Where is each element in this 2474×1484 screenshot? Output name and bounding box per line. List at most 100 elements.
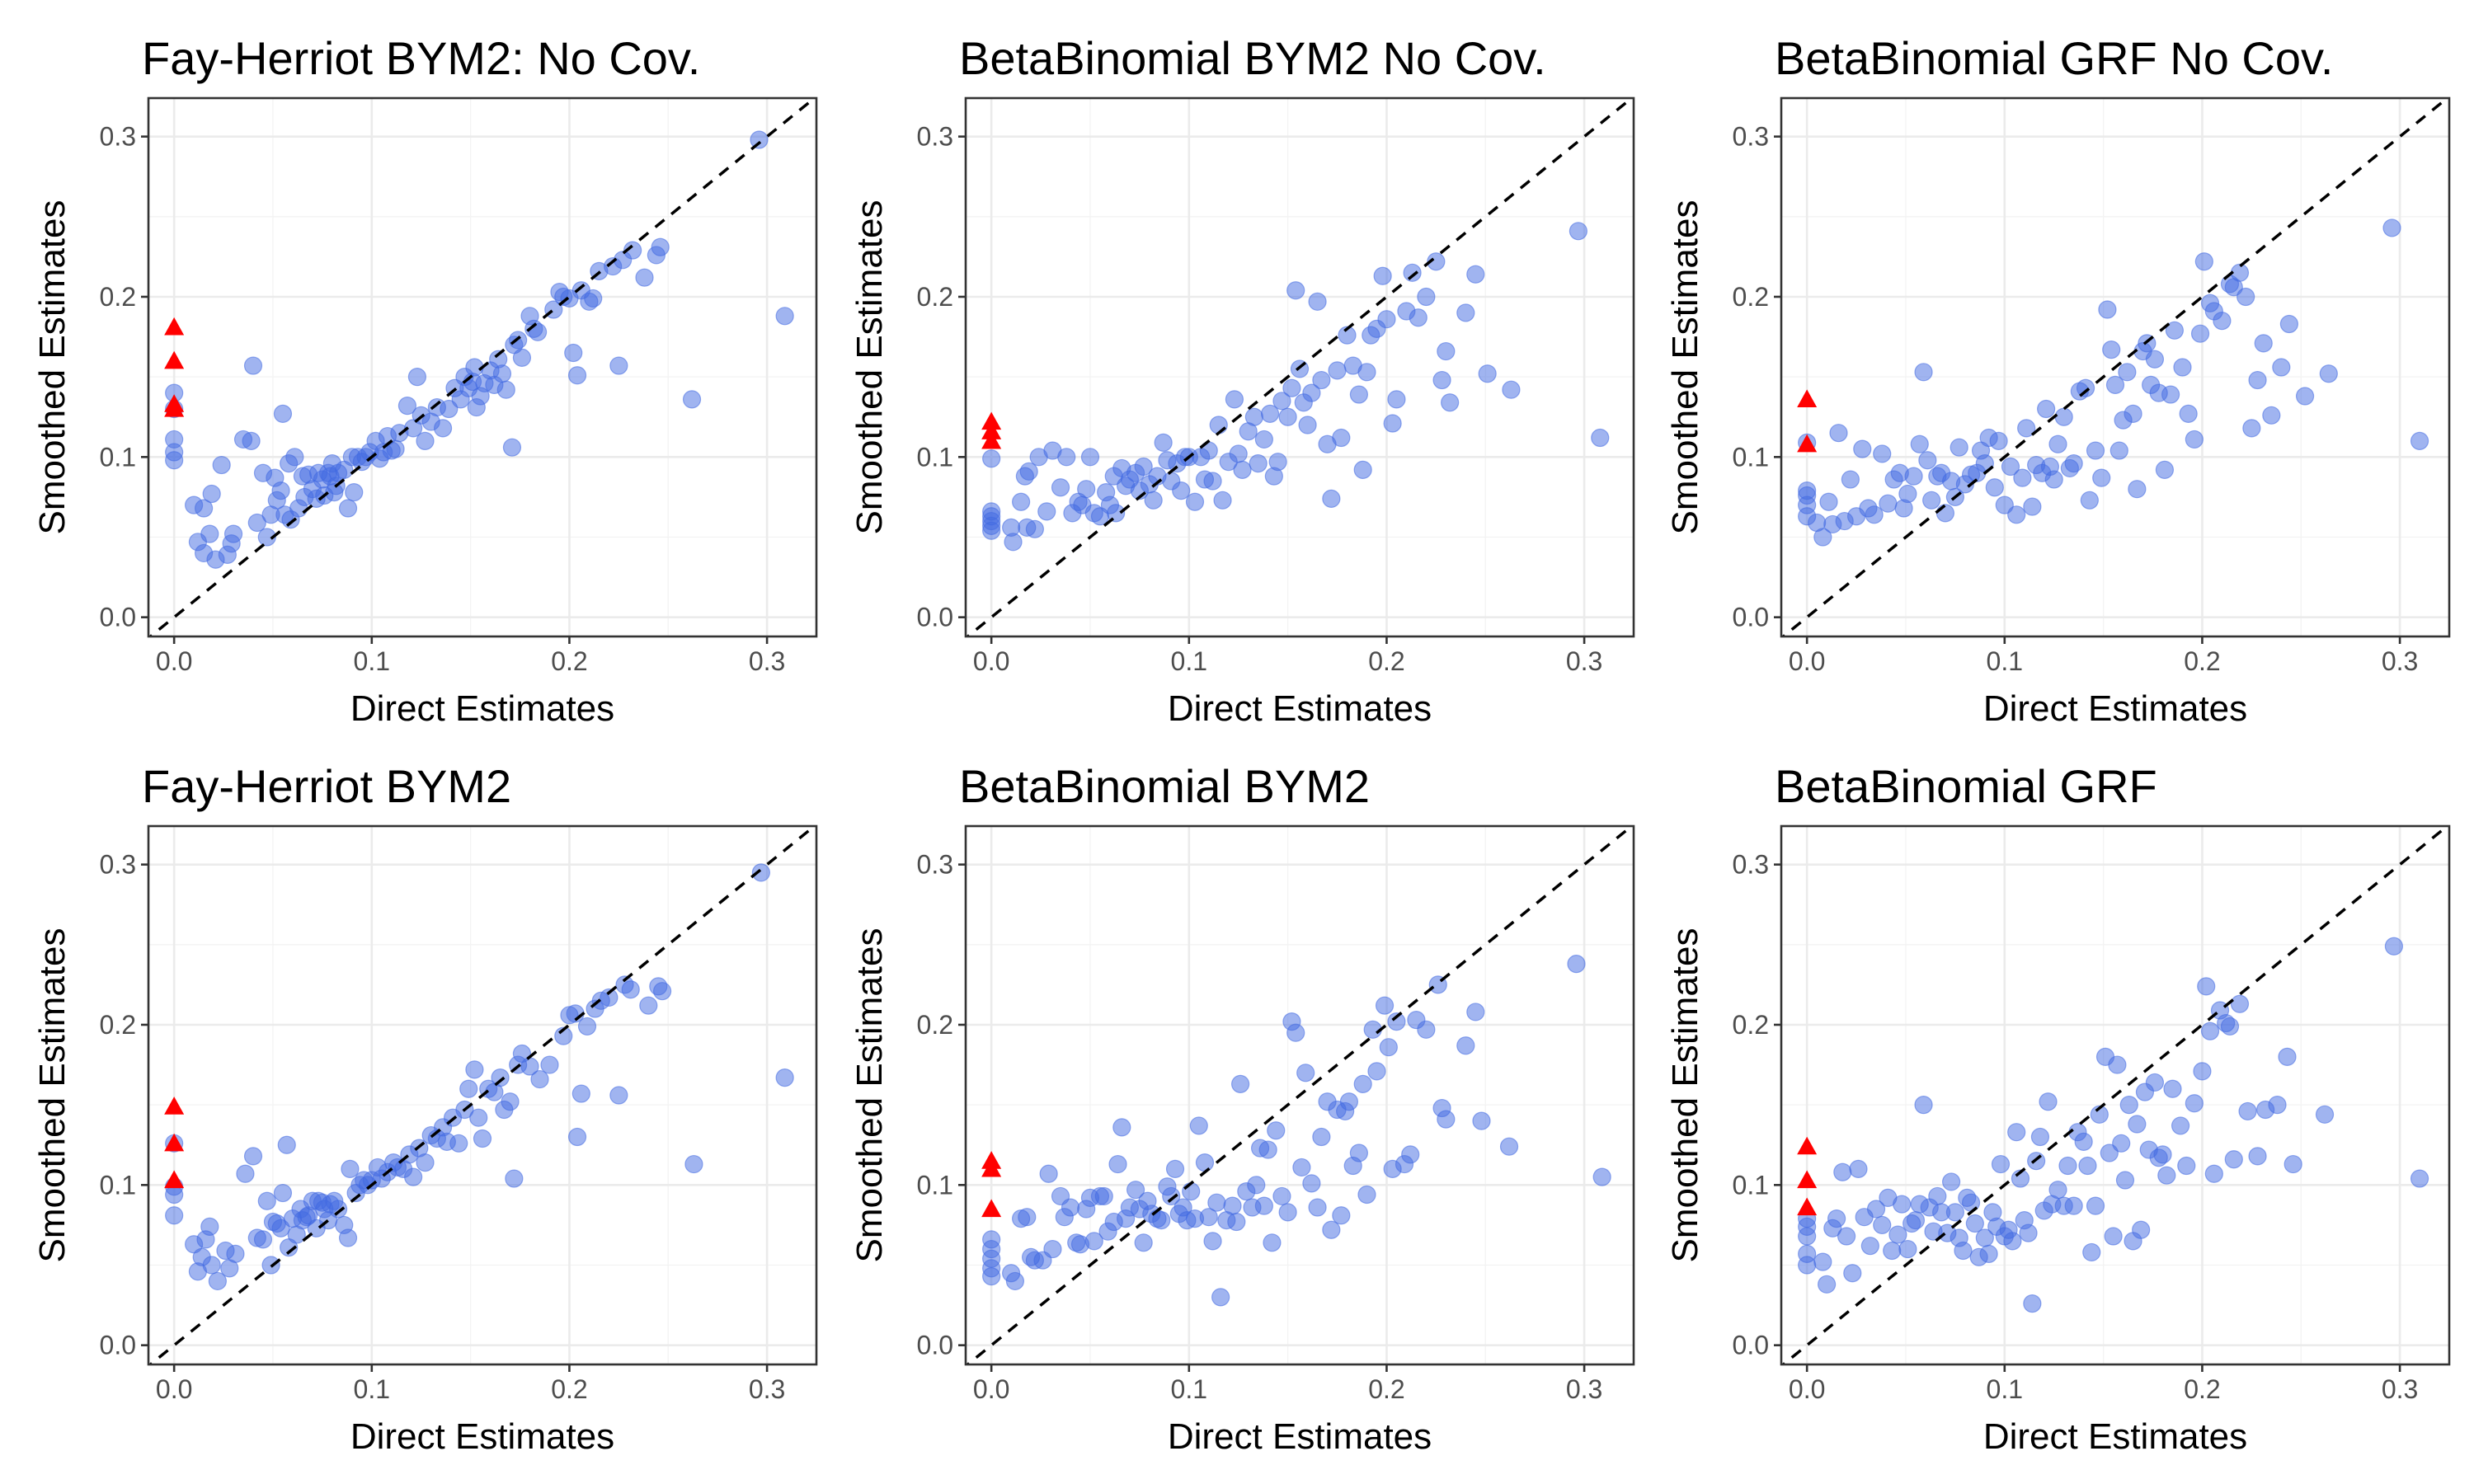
data-point	[1338, 326, 1357, 345]
data-point	[1312, 1127, 1331, 1147]
data-point	[1349, 385, 1368, 404]
data-point	[2076, 378, 2095, 397]
data-point	[1272, 392, 1291, 411]
x-tick-label: 0.1	[354, 1374, 390, 1404]
data-point	[202, 484, 221, 504]
data-point	[1209, 416, 1228, 434]
data-point	[2078, 1156, 2097, 1176]
panel-border	[1780, 96, 2451, 638]
data-point	[2204, 1164, 2223, 1183]
data-point	[1244, 407, 1263, 426]
data-point	[571, 1084, 590, 1103]
y-tick-label: 0.1	[917, 1170, 953, 1200]
y-tick-label: 0.0	[1733, 1331, 1769, 1360]
reference-line	[1781, 98, 2449, 636]
x-tick-label: 0.3	[749, 646, 785, 676]
data-point	[651, 237, 670, 256]
data-point	[2384, 937, 2403, 956]
data-point	[639, 996, 658, 1015]
data-point	[2124, 404, 2142, 423]
x-tick-label: 0.0	[973, 646, 1009, 676]
x-tick-label: 0.3	[2382, 1374, 2418, 1404]
data-point	[1282, 378, 1301, 397]
zero-count-marker	[164, 350, 185, 369]
data-point	[2262, 406, 2281, 425]
data-point	[1898, 1239, 1917, 1259]
data-point	[1377, 310, 1396, 329]
data-point	[1873, 1215, 1892, 1235]
data-point	[2132, 1220, 2151, 1239]
y-tick-label: 0.0	[917, 1331, 953, 1360]
panel-title: Fay-Herriot BYM2: No Cov.	[142, 32, 700, 84]
data-point	[750, 130, 769, 149]
data-point	[564, 343, 583, 363]
data-point	[2197, 977, 2216, 996]
data-point	[1898, 484, 1917, 504]
data-point	[512, 348, 532, 367]
data-point	[2220, 1017, 2240, 1036]
zero-count-marker	[1797, 1136, 1818, 1155]
y-tick-label: 0.0	[100, 1331, 136, 1360]
data-point	[2185, 1094, 2204, 1113]
zero-count-marker	[164, 399, 185, 417]
data-point	[1012, 492, 1031, 511]
data-point	[1829, 424, 1848, 443]
data-layer	[966, 98, 1634, 636]
data-point	[165, 1185, 184, 1205]
data-point	[1254, 430, 1273, 449]
data-point	[502, 438, 522, 457]
x-tick-label: 0.3	[749, 1374, 785, 1404]
data-point	[567, 366, 587, 385]
data-point	[200, 1217, 219, 1236]
data-point	[449, 1134, 468, 1153]
data-point	[2082, 1242, 2101, 1262]
data-point	[2165, 321, 2184, 340]
x-tick-label: 0.3	[2382, 646, 2418, 676]
data-point	[1272, 1186, 1291, 1206]
data-point	[433, 419, 453, 438]
data-point	[2238, 1101, 2257, 1121]
data-point	[2017, 419, 2036, 438]
data-point	[2007, 505, 2026, 524]
data-point	[1401, 1145, 1420, 1164]
data-point	[2278, 1047, 2297, 1066]
data-point	[328, 1200, 348, 1219]
data-point	[2177, 1156, 2196, 1176]
data-point	[1332, 428, 1351, 448]
y-tick-label: 0.0	[100, 603, 136, 632]
data-point	[1837, 1227, 1856, 1246]
data-point	[1302, 383, 1321, 402]
x-tick-label: 0.2	[1368, 1374, 1404, 1404]
data-point	[257, 1191, 276, 1210]
y-tick-label: 0.3	[1733, 850, 1769, 880]
data-point	[491, 1068, 510, 1087]
data-point	[2007, 1123, 2026, 1142]
data-point	[1827, 1209, 1846, 1228]
data-point	[1592, 1167, 1611, 1186]
data-point	[459, 1079, 478, 1098]
zero-count-marker	[1797, 1197, 1818, 1216]
data-point	[1225, 390, 1244, 409]
data-point	[2315, 1105, 2335, 1124]
data-point	[1199, 1208, 1218, 1227]
data-point	[1995, 495, 2014, 514]
data-point	[1134, 457, 1153, 477]
data-point	[2272, 358, 2291, 377]
data-point	[1928, 1186, 1947, 1206]
x-axis-label: Direct Estimates	[1168, 1416, 1432, 1457]
data-point	[1979, 1244, 1998, 1264]
data-point	[1591, 428, 1610, 448]
data-point	[1888, 1225, 1907, 1244]
x-tick-label: 0.0	[1789, 646, 1825, 676]
zero-count-marker	[981, 411, 1002, 430]
data-point	[501, 1092, 520, 1111]
data-point	[1427, 252, 1446, 271]
data-point	[1478, 364, 1497, 383]
data-point	[1567, 955, 1586, 974]
data-point	[407, 368, 427, 387]
data-point	[247, 513, 266, 533]
data-point	[1229, 444, 1248, 463]
data-point	[2145, 1073, 2165, 1092]
y-tick-label: 0.3	[917, 850, 953, 880]
x-axis-label: Direct Estimates	[1983, 688, 2247, 729]
